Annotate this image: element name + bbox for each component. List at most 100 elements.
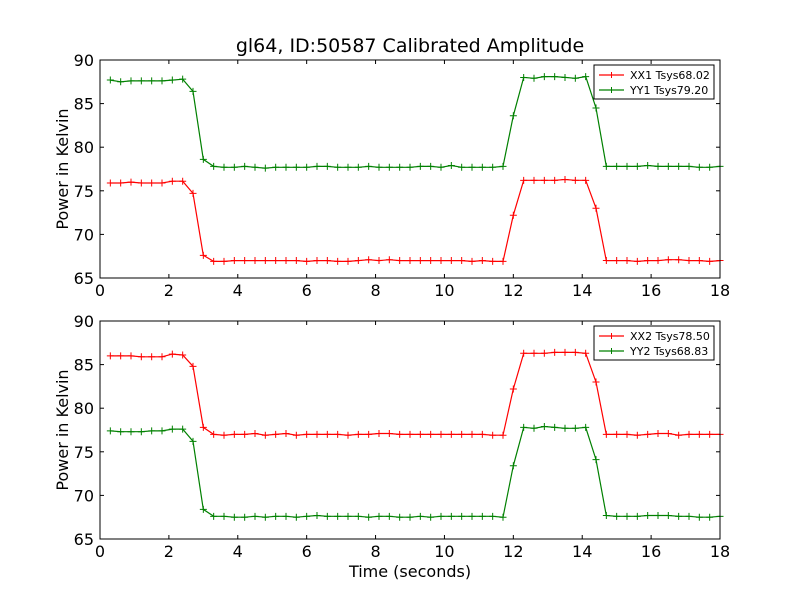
data-point bbox=[168, 350, 176, 358]
data-point bbox=[272, 257, 280, 265]
x-tick-label: 2 bbox=[164, 542, 174, 561]
data-point bbox=[551, 348, 559, 356]
data-point bbox=[127, 178, 135, 186]
legend-marker bbox=[608, 72, 615, 78]
y-tick-label: 70 bbox=[74, 486, 94, 505]
data-point bbox=[199, 155, 207, 163]
legend-label: XX1 Tsys68.02 bbox=[630, 69, 710, 82]
data-point bbox=[365, 430, 373, 438]
y-tick-label: 90 bbox=[74, 51, 94, 70]
data-point bbox=[230, 513, 238, 521]
data-point bbox=[540, 176, 548, 184]
data-point bbox=[664, 511, 672, 519]
series-yy1 bbox=[106, 73, 724, 172]
data-point bbox=[561, 73, 569, 81]
data-point bbox=[489, 163, 497, 171]
data-point bbox=[540, 349, 548, 357]
data-point bbox=[571, 176, 579, 184]
data-point bbox=[179, 177, 187, 185]
x-tick-label: 8 bbox=[370, 542, 380, 561]
data-point bbox=[437, 512, 445, 520]
data-point bbox=[706, 430, 714, 438]
data-point bbox=[499, 257, 507, 265]
data-point bbox=[685, 512, 693, 520]
data-point bbox=[644, 257, 652, 265]
x-tick-label: 14 bbox=[572, 281, 592, 300]
data-point bbox=[106, 427, 114, 435]
y-tick-label: 80 bbox=[74, 138, 94, 157]
data-point bbox=[292, 163, 300, 171]
data-point bbox=[613, 430, 621, 438]
y-tick-label: 65 bbox=[74, 530, 94, 549]
data-point bbox=[241, 430, 249, 438]
data-point bbox=[323, 430, 331, 438]
data-point bbox=[530, 424, 538, 432]
data-point bbox=[251, 257, 259, 265]
data-point bbox=[313, 257, 321, 265]
data-point bbox=[406, 513, 414, 521]
data-point bbox=[437, 163, 445, 171]
data-point bbox=[375, 429, 383, 437]
data-point bbox=[478, 430, 486, 438]
data-point bbox=[458, 257, 466, 265]
data-point bbox=[354, 430, 362, 438]
data-point bbox=[633, 162, 641, 170]
x-tick-label: 0 bbox=[95, 281, 105, 300]
data-point bbox=[220, 431, 228, 439]
data-point bbox=[189, 87, 197, 95]
legend-entry: XX2 Tsys78.50 bbox=[599, 330, 710, 343]
data-point bbox=[685, 162, 693, 170]
data-point bbox=[551, 176, 559, 184]
data-point bbox=[117, 428, 125, 436]
legend-marker bbox=[608, 87, 615, 93]
data-point bbox=[334, 163, 342, 171]
data-point bbox=[561, 348, 569, 356]
data-point bbox=[427, 513, 435, 521]
x-tick-label: 14 bbox=[572, 542, 592, 561]
data-point bbox=[654, 429, 662, 437]
axes-frame bbox=[99, 320, 721, 540]
data-point bbox=[396, 430, 404, 438]
data-point bbox=[323, 512, 331, 520]
data-point bbox=[509, 462, 517, 470]
data-point bbox=[675, 162, 683, 170]
data-point bbox=[189, 362, 197, 370]
data-point bbox=[220, 163, 228, 171]
data-point bbox=[282, 512, 290, 520]
data-point bbox=[416, 257, 424, 265]
data-point bbox=[210, 512, 218, 520]
legend-label: YY2 Tsys68.83 bbox=[629, 345, 708, 358]
data-point bbox=[406, 430, 414, 438]
data-point bbox=[117, 352, 125, 360]
data-point bbox=[458, 512, 466, 520]
data-point bbox=[303, 512, 311, 520]
legend-label: XX2 Tsys78.50 bbox=[630, 330, 710, 343]
data-point bbox=[675, 256, 683, 264]
data-point bbox=[272, 430, 280, 438]
data-point bbox=[354, 512, 362, 520]
data-point bbox=[582, 423, 590, 431]
data-point bbox=[613, 162, 621, 170]
data-point bbox=[509, 211, 517, 219]
data-point bbox=[354, 257, 362, 265]
x-tick-label: 10 bbox=[434, 281, 454, 300]
data-point bbox=[251, 163, 259, 171]
data-point bbox=[251, 512, 259, 520]
data-point bbox=[540, 73, 548, 81]
data-point bbox=[644, 511, 652, 519]
data-point bbox=[664, 256, 672, 264]
data-point bbox=[179, 351, 187, 359]
data-point bbox=[117, 78, 125, 86]
data-point bbox=[241, 162, 249, 170]
data-point bbox=[106, 179, 114, 187]
data-point bbox=[365, 162, 373, 170]
data-point bbox=[148, 77, 156, 85]
data-point bbox=[602, 162, 610, 170]
data-point bbox=[292, 431, 300, 439]
data-point bbox=[571, 348, 579, 356]
data-point bbox=[695, 513, 703, 521]
data-point bbox=[199, 423, 207, 431]
data-point bbox=[582, 176, 590, 184]
x-tick-label: 16 bbox=[641, 281, 661, 300]
